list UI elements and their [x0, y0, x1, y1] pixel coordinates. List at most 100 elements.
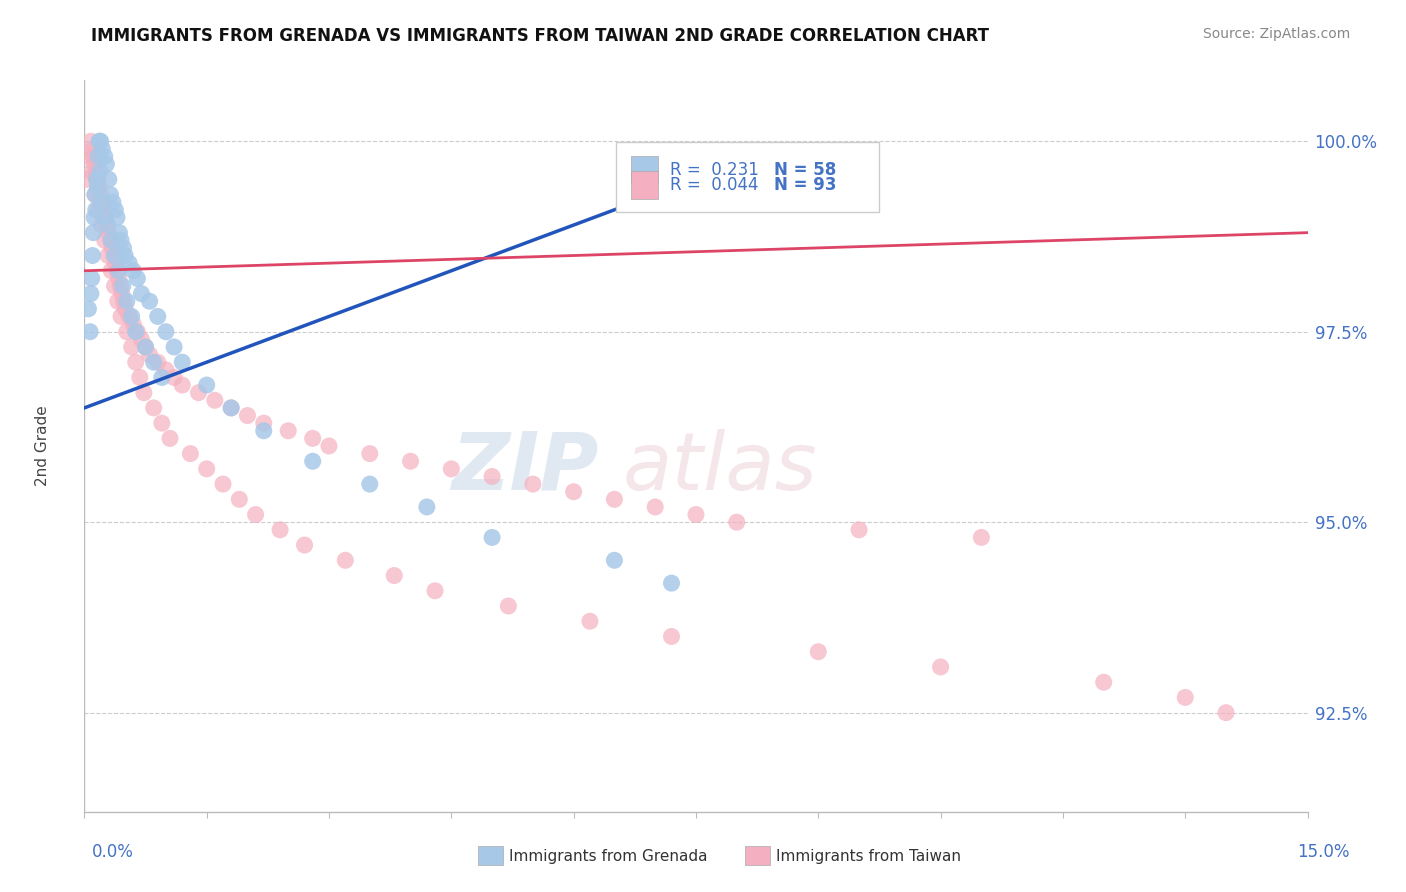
Point	[80, 164, 103, 178]
Point	[423, 583, 446, 598]
Point	[122, 264, 145, 278]
Point	[1174, 690, 1197, 705]
Point	[294, 538, 316, 552]
Point	[929, 660, 952, 674]
Text: Source: ZipAtlas.com: Source: ZipAtlas.com	[1202, 27, 1350, 41]
Point	[107, 264, 129, 278]
Point	[107, 294, 129, 309]
Point	[219, 401, 242, 415]
Point	[195, 378, 218, 392]
Text: 15.0%: 15.0%	[1298, 843, 1350, 861]
Point	[187, 385, 209, 400]
Text: Immigrants from Grenada: Immigrants from Grenada	[509, 849, 707, 863]
Point	[100, 233, 122, 247]
Point	[118, 310, 141, 324]
Point	[131, 332, 153, 346]
Point	[253, 424, 276, 438]
Point	[80, 134, 103, 148]
Point	[644, 500, 666, 514]
Point	[87, 134, 110, 148]
Point	[82, 142, 104, 156]
Point	[245, 508, 267, 522]
Point	[91, 195, 114, 210]
Point	[440, 462, 463, 476]
Point	[138, 294, 160, 309]
Point	[100, 264, 122, 278]
Point	[685, 508, 707, 522]
Point	[135, 340, 157, 354]
Text: 2nd Grade: 2nd Grade	[35, 406, 51, 486]
Bar	[616, 143, 880, 212]
Point	[101, 195, 124, 210]
Point	[172, 355, 194, 369]
Point	[87, 202, 110, 217]
Point	[277, 424, 299, 438]
Point	[97, 226, 120, 240]
Point	[335, 553, 357, 567]
Point	[301, 454, 323, 468]
Point	[163, 340, 186, 354]
Point	[228, 492, 250, 507]
Point	[90, 195, 112, 210]
Point	[87, 180, 110, 194]
Point	[359, 477, 381, 491]
Point	[1092, 675, 1115, 690]
Text: N = 93: N = 93	[775, 176, 837, 194]
Point	[142, 401, 165, 415]
Point	[399, 454, 422, 468]
Point	[82, 248, 104, 262]
Point	[84, 187, 107, 202]
Point	[172, 378, 194, 392]
Text: R =  0.044: R = 0.044	[671, 176, 759, 194]
Point	[382, 568, 405, 582]
Point	[522, 477, 544, 491]
Point	[100, 233, 122, 247]
Point	[212, 477, 235, 491]
Text: IMMIGRANTS FROM GRENADA VS IMMIGRANTS FROM TAIWAN 2ND GRADE CORRELATION CHART: IMMIGRANTS FROM GRENADA VS IMMIGRANTS FR…	[91, 27, 990, 45]
Point	[114, 301, 136, 316]
Point	[89, 164, 111, 178]
Point	[114, 248, 136, 262]
Point	[127, 271, 149, 285]
Point	[97, 172, 120, 186]
Point	[127, 325, 149, 339]
Point	[122, 317, 145, 331]
Point	[498, 599, 520, 613]
Point	[107, 271, 129, 285]
Point	[77, 149, 100, 163]
Point	[115, 325, 138, 339]
Point	[112, 294, 135, 309]
Point	[579, 614, 602, 628]
Point	[179, 447, 201, 461]
Point	[146, 310, 169, 324]
Point	[204, 393, 226, 408]
Point	[236, 409, 259, 423]
Bar	[631, 155, 658, 184]
Point	[83, 211, 105, 225]
Point	[90, 134, 112, 148]
Text: 0.0%: 0.0%	[91, 843, 134, 861]
Point	[90, 187, 112, 202]
Point	[301, 431, 323, 445]
Point	[86, 172, 108, 186]
Point	[93, 211, 115, 225]
Point	[91, 142, 114, 156]
Point	[481, 469, 503, 483]
Point	[112, 241, 135, 255]
Point	[97, 248, 120, 262]
Point	[110, 233, 132, 247]
Point	[103, 279, 125, 293]
Point	[150, 370, 173, 384]
Point	[318, 439, 340, 453]
Point	[96, 218, 118, 232]
Text: atlas: atlas	[623, 429, 817, 507]
Point	[80, 286, 103, 301]
Text: ZIP: ZIP	[451, 429, 598, 507]
Point	[359, 447, 381, 461]
Point	[84, 187, 107, 202]
Text: R =  0.231: R = 0.231	[671, 161, 759, 178]
Text: Immigrants from Taiwan: Immigrants from Taiwan	[776, 849, 962, 863]
Point	[110, 279, 132, 293]
Point	[121, 340, 143, 354]
Point	[150, 416, 173, 430]
